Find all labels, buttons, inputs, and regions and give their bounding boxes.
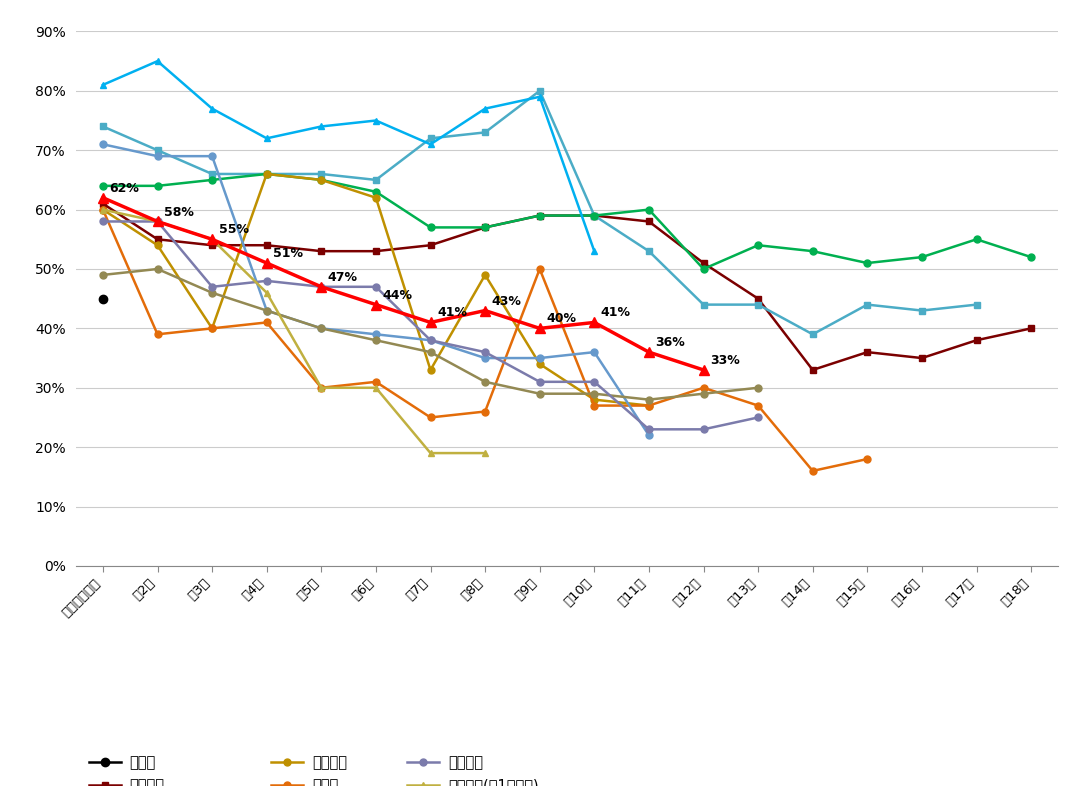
Legend: 石破茂, 岸田文雄, 菅义伟, 安倍晋三(第2次政权), 野田佳彦, 菅直人, 鸠山由纪夫, 麻生太郎, 福田康夫, 安倍晋三(第1次政权), 小泉纯一郎, 平: 石破茂, 岸田文雄, 菅义伟, 安倍晋三(第2次政权), 野田佳彦, 菅直人, … xyxy=(83,750,544,786)
Text: 41%: 41% xyxy=(600,307,631,319)
Text: 55%: 55% xyxy=(218,223,248,237)
Text: 41%: 41% xyxy=(437,307,467,319)
Text: 43%: 43% xyxy=(491,295,522,307)
Text: 62%: 62% xyxy=(109,182,139,195)
Text: 44%: 44% xyxy=(382,288,413,302)
Text: 47%: 47% xyxy=(328,271,357,284)
Text: 33%: 33% xyxy=(710,354,740,367)
Text: 58%: 58% xyxy=(164,205,194,219)
Text: 36%: 36% xyxy=(656,336,685,349)
Text: 51%: 51% xyxy=(273,247,303,260)
Text: 40%: 40% xyxy=(546,312,577,325)
